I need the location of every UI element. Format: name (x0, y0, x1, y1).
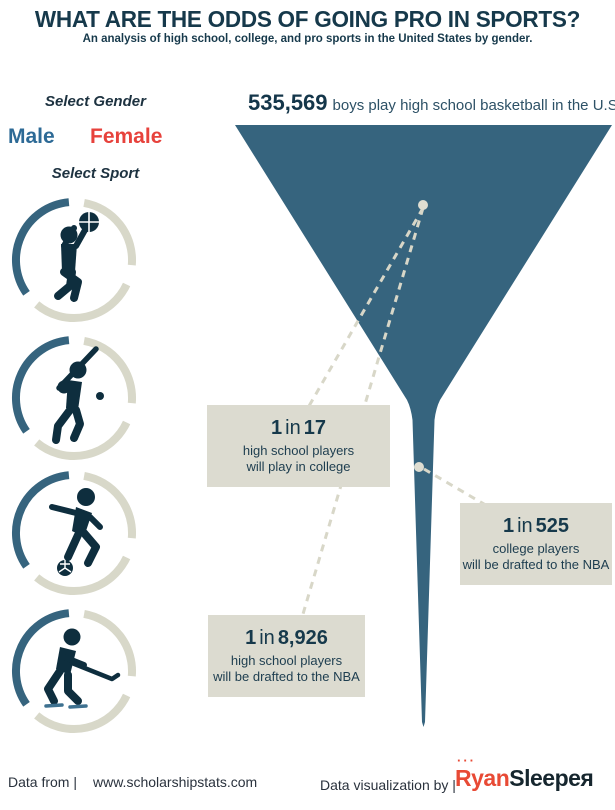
gender-option-female[interactable]: Female (90, 125, 163, 148)
leader-line-nba-from-college (423, 467, 490, 509)
ratio-value: 525 (535, 515, 570, 537)
sport-option-baseball[interactable] (10, 334, 138, 462)
data-from-label: Data from | (8, 774, 77, 790)
ratio-value: 17 (303, 417, 326, 439)
annotation-line: will be drafted to the NBA (213, 669, 360, 684)
hockey-player-icon (11, 609, 137, 733)
ratio-text: 1 in 8,926 (210, 627, 363, 650)
data-source-attribution: Data from | www.scholarshipstats.com (8, 774, 257, 790)
select-gender-label: Select Gender (45, 93, 146, 110)
annotation-line: high school players (230, 653, 343, 668)
annotation-card-nba-from-college: 1 in 525 college players will be drafted t… (460, 503, 612, 585)
logo-ryan: Ryan (455, 765, 510, 791)
page-subtitle: An analysis of high school, college, and… (82, 33, 533, 45)
ratio-text: 1 in 525 (462, 515, 610, 538)
soccer-player-icon (11, 471, 137, 595)
funnel-headline: 535,569 boys play high school basketball … (248, 90, 615, 116)
ratio-word: in (259, 627, 275, 649)
ratio-value: 8,926 (277, 627, 328, 649)
annotation-line: college players (492, 541, 580, 556)
basketball-player-icon (11, 198, 137, 322)
data-source-url: www.scholarshipstats.com (93, 774, 258, 790)
page-title: WHAT ARE THE ODDS OF GOING PRO IN SPORTS… (34, 6, 581, 32)
ratio-text: 1 in 17 (209, 417, 388, 440)
ryan-sleeper-logo: RyanSleepeя (455, 765, 594, 792)
annotation-line: high school players (242, 443, 355, 458)
funnel-dot-draft-stage (414, 462, 424, 472)
leader-line-college (307, 207, 425, 407)
logo-sleeper: Sleepeя (509, 765, 594, 791)
annotation-line: will play in college (246, 459, 351, 474)
viz-by-label: Data visualization by | (320, 777, 456, 793)
ratio-word: in (517, 515, 533, 537)
headline-text: boys play high school basketball in the … (332, 97, 615, 114)
ratio-word: in (285, 417, 301, 439)
select-sport-label: Select Sport (51, 165, 140, 182)
ratio-prefix: 1 (271, 417, 283, 439)
baseball-batter-icon (11, 336, 137, 460)
sport-option-hockey[interactable] (10, 607, 138, 735)
sport-option-soccer[interactable] (10, 469, 138, 597)
annotation-line: will be drafted to the NBA (462, 557, 610, 572)
annotation-card-college: 1 in 17 high school players will play in c… (207, 405, 390, 487)
headline-value: 535,569 (248, 90, 328, 115)
ratio-prefix: 1 (502, 515, 515, 537)
annotation-card-nba-from-high-school: 1 in 8,926 high school players will be dra… (208, 615, 365, 697)
ratio-prefix: 1 (245, 627, 257, 649)
logo-dots: ··· (457, 753, 476, 768)
funnel-dot-college-stage (418, 200, 428, 210)
sport-option-basketball[interactable] (10, 196, 138, 324)
gender-option-male[interactable]: Male (8, 125, 55, 148)
